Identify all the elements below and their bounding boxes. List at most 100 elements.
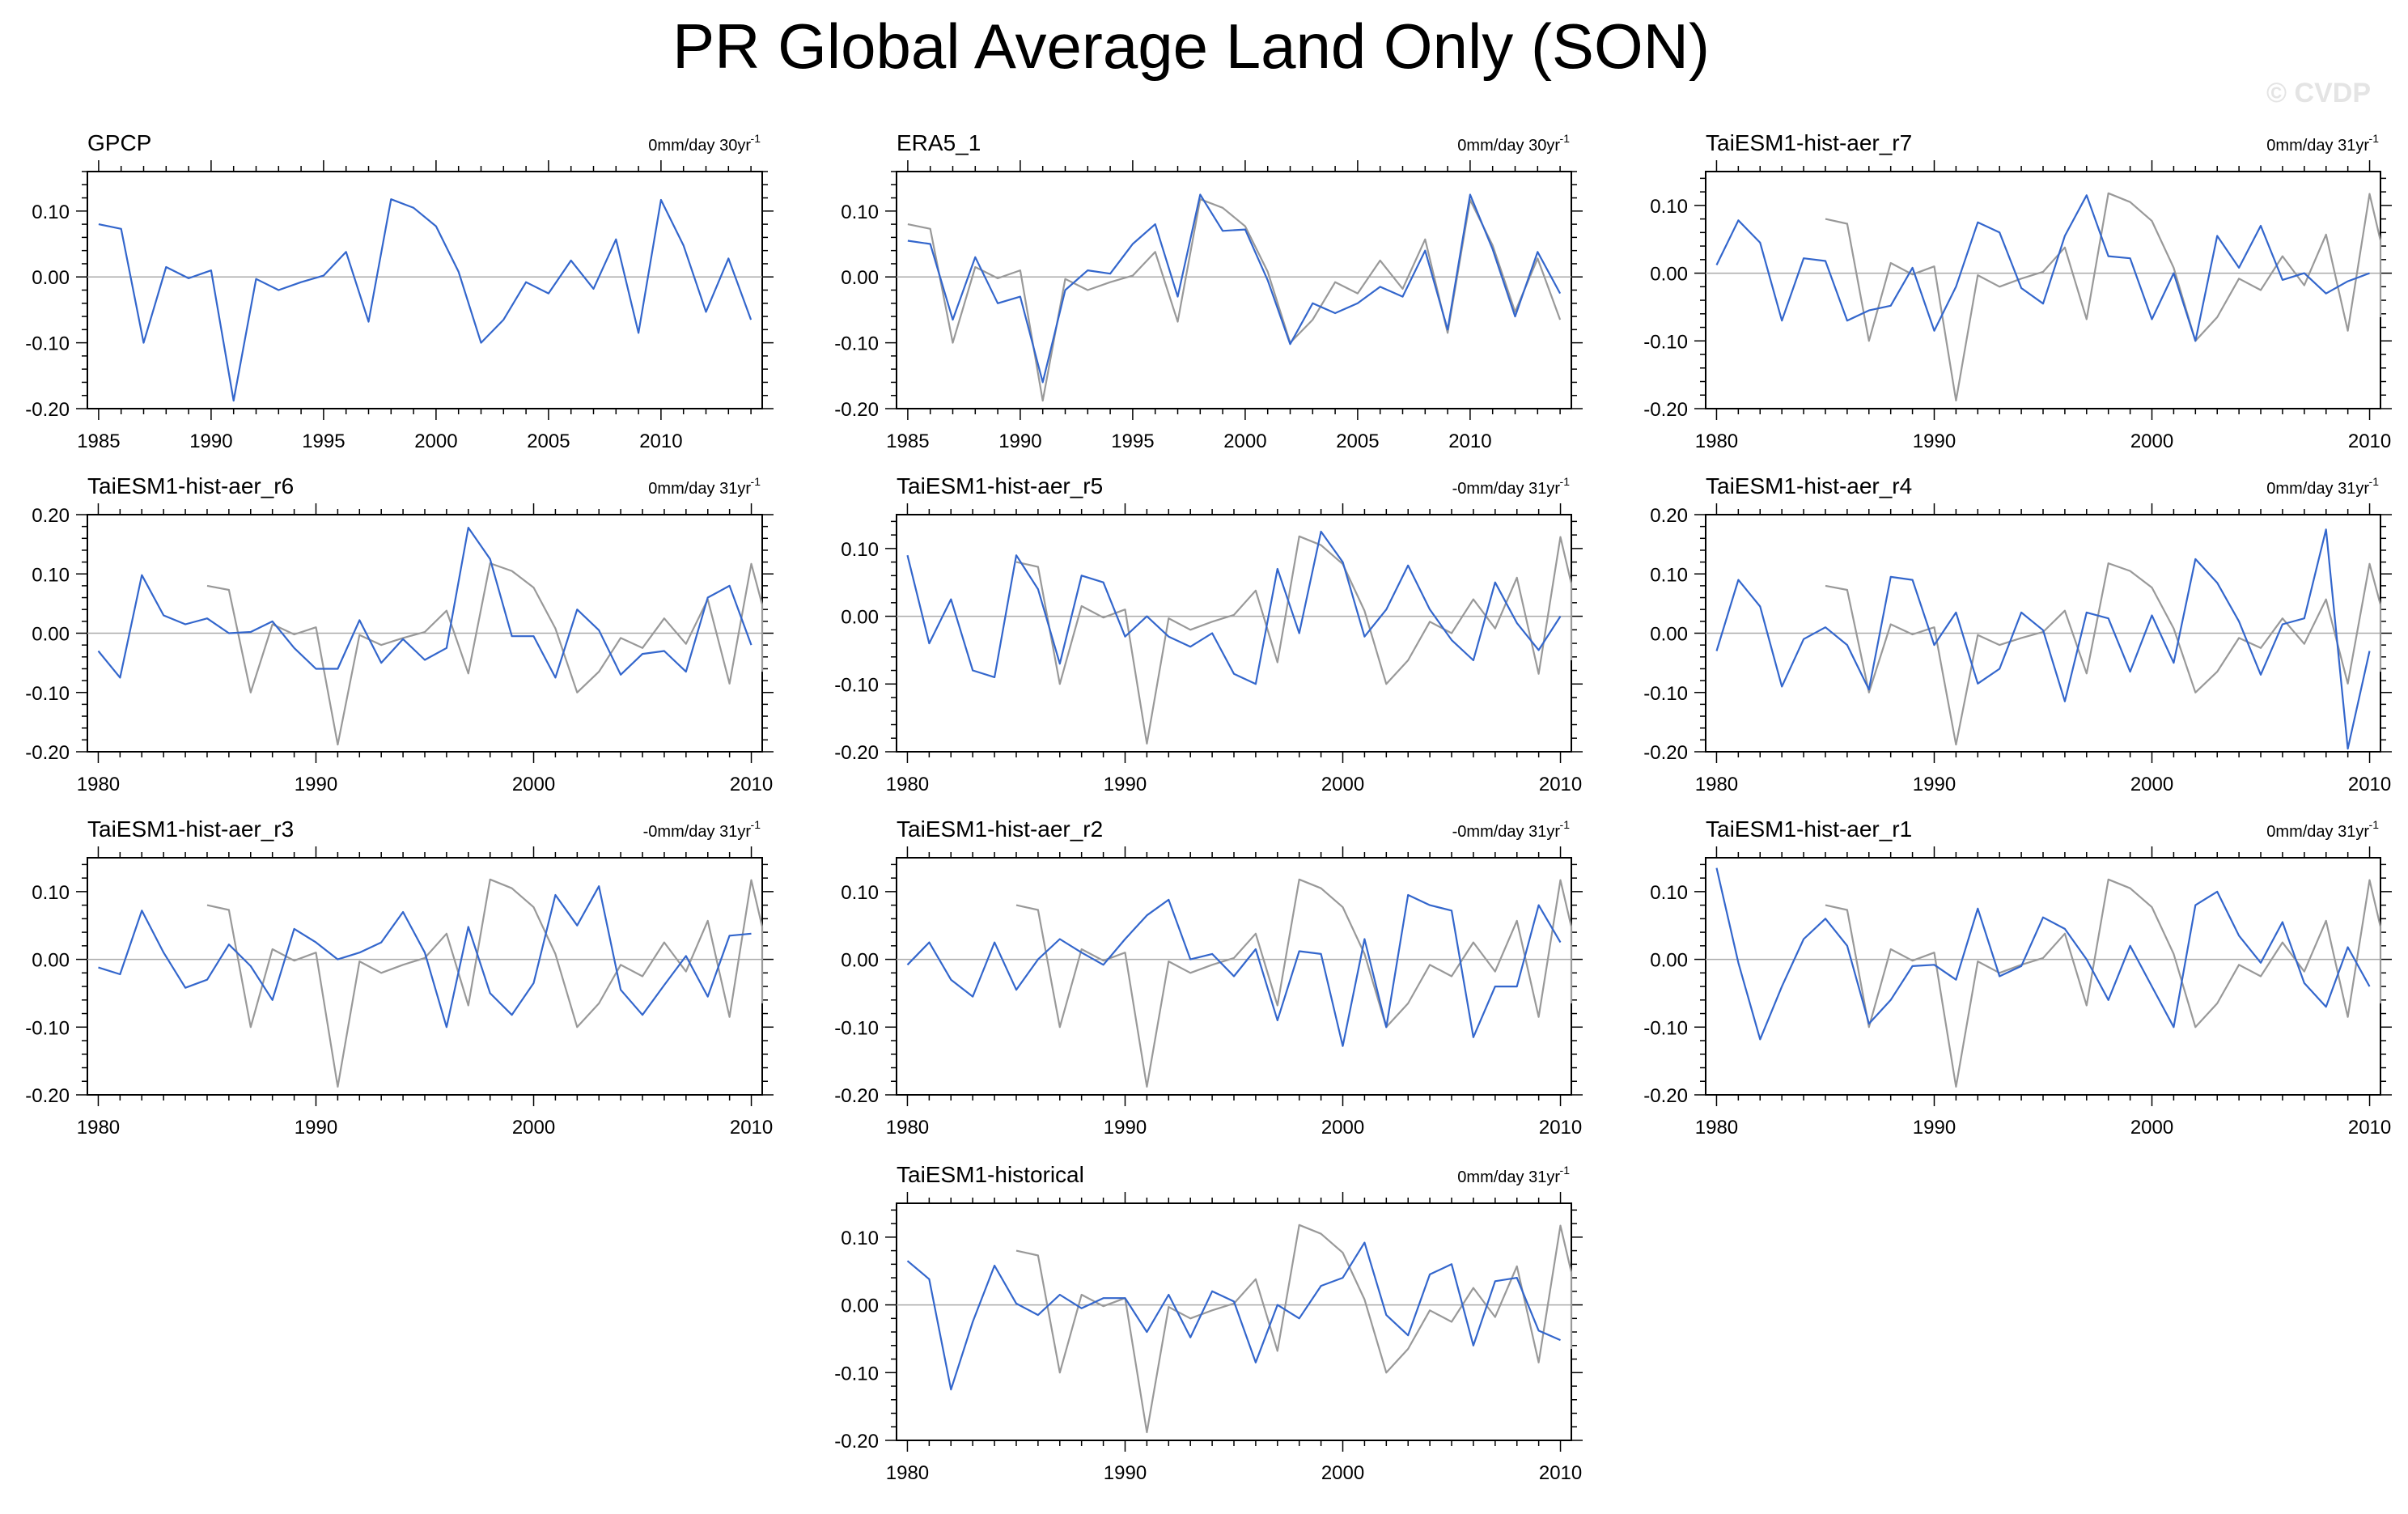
x-tick-label: 2010 bbox=[639, 430, 682, 452]
plot-frame bbox=[1705, 857, 2381, 1096]
obs-series-line bbox=[1015, 535, 1573, 745]
x-tick-label: 1990 bbox=[1913, 774, 1956, 795]
trend-exponent: -1 bbox=[1560, 475, 1571, 488]
plot-frame bbox=[896, 1202, 1572, 1441]
trend-label: -0mm/day 31yr bbox=[1452, 480, 1561, 498]
x-tick-label: 2010 bbox=[1539, 1117, 1582, 1139]
panel-5: TaiESM1-hist-aer_r5 -0mm/day 31yr -1 1980 19… bbox=[834, 473, 1583, 795]
y-tick-label: -0.10 bbox=[25, 683, 70, 705]
obs-series-line bbox=[1825, 192, 2382, 402]
model-series-line bbox=[906, 893, 1562, 1047]
x-tick-label: 2000 bbox=[2130, 774, 2173, 795]
x-tick-label: 2010 bbox=[1539, 1462, 1582, 1484]
model-series-line bbox=[907, 193, 1562, 384]
panel-title: TaiESM1-hist-aer_r2 bbox=[897, 816, 1103, 842]
y-tick-label: -0.20 bbox=[1643, 399, 1688, 421]
trend-label: 0mm/day 31yr bbox=[2266, 823, 2369, 841]
y-tick-label: -0.20 bbox=[25, 399, 70, 421]
panel-title: TaiESM1-hist-aer_r4 bbox=[1706, 473, 1912, 498]
y-tick-label: 0.00 bbox=[32, 950, 70, 972]
panel-1: GPCP 0mm/day 30yr -1 1985 1990 1995 2000 2005 20… bbox=[25, 130, 774, 452]
model-series-line bbox=[97, 526, 752, 679]
y-tick-label: 0.10 bbox=[841, 539, 879, 561]
y-tick-label: -0.10 bbox=[834, 674, 879, 696]
y-tick-label: 0.00 bbox=[1650, 264, 1688, 286]
model-series-line bbox=[906, 530, 1562, 685]
trend-exponent: -1 bbox=[751, 132, 761, 145]
panel-9: TaiESM1-hist-aer_r1 0mm/day 31yr -1 1980 199… bbox=[1643, 816, 2392, 1139]
y-tick-label: 0.20 bbox=[32, 505, 70, 527]
trend-label: -0mm/day 31yr bbox=[643, 823, 752, 841]
panel-2: ERA5_1 0mm/day 30yr -1 1985 1990 1995 2000 2005… bbox=[834, 130, 1583, 452]
plot-frame bbox=[1705, 171, 2381, 409]
x-tick-label: 1990 bbox=[998, 430, 1041, 452]
model-series-line bbox=[1715, 528, 2371, 750]
model-series-line bbox=[98, 885, 752, 1028]
y-tick-label: 0.20 bbox=[1650, 505, 1688, 527]
y-tick-label: 0.00 bbox=[32, 624, 70, 646]
y-tick-label: -0.10 bbox=[25, 333, 70, 355]
y-tick-label: -0.10 bbox=[834, 333, 879, 355]
trend-exponent: -1 bbox=[1560, 818, 1571, 831]
x-tick-label: 1980 bbox=[1695, 774, 1738, 795]
x-tick-label: 1990 bbox=[1104, 1462, 1147, 1484]
plot-frame bbox=[87, 171, 763, 409]
model-series-line bbox=[1715, 867, 2371, 1041]
y-tick-label: -0.10 bbox=[1643, 331, 1688, 353]
panel-3: TaiESM1-hist-aer_r7 0mm/day 31yr -1 1980 199… bbox=[1643, 130, 2392, 452]
x-tick-label: 2000 bbox=[414, 430, 457, 452]
panel-title: TaiESM1-hist-aer_r3 bbox=[87, 816, 294, 842]
x-tick-label: 1990 bbox=[1913, 1117, 1956, 1139]
y-tick-label: -0.10 bbox=[834, 1363, 879, 1385]
y-tick-label: -0.10 bbox=[25, 1017, 70, 1039]
x-tick-label: 2010 bbox=[730, 774, 773, 795]
trend-exponent: -1 bbox=[751, 818, 761, 831]
y-tick-label: 0.10 bbox=[1650, 196, 1688, 218]
obs-series-line bbox=[206, 562, 764, 746]
trend-label: 0mm/day 31yr bbox=[648, 480, 751, 498]
y-tick-label: -0.10 bbox=[1643, 683, 1688, 705]
y-tick-label: -0.20 bbox=[1643, 1085, 1688, 1107]
y-tick-label: 0.00 bbox=[32, 267, 70, 289]
plot-frame bbox=[87, 857, 763, 1096]
x-tick-label: 1980 bbox=[1695, 430, 1738, 452]
trend-exponent: -1 bbox=[751, 475, 761, 488]
x-tick-label: 1990 bbox=[189, 430, 232, 452]
x-tick-label: 1990 bbox=[295, 774, 337, 795]
y-tick-label: -0.10 bbox=[1643, 1017, 1688, 1039]
y-tick-label: 0.10 bbox=[841, 201, 879, 223]
x-tick-label: 2010 bbox=[1539, 774, 1582, 795]
x-tick-label: 2000 bbox=[1321, 1462, 1364, 1484]
y-tick-label: 0.00 bbox=[841, 950, 879, 972]
x-tick-label: 2000 bbox=[512, 1117, 555, 1139]
y-tick-label: 0.10 bbox=[1650, 882, 1688, 904]
x-tick-label: 2005 bbox=[1336, 430, 1379, 452]
panel-title: TaiESM1-hist-aer_r6 bbox=[87, 473, 294, 498]
x-tick-label: 2010 bbox=[2348, 1117, 2391, 1139]
x-tick-label: 1990 bbox=[1104, 1117, 1147, 1139]
obs-series-line bbox=[1015, 1223, 1573, 1434]
x-tick-label: 2000 bbox=[512, 774, 555, 795]
x-tick-label: 2000 bbox=[2130, 1117, 2173, 1139]
y-tick-label: 0.10 bbox=[32, 201, 70, 223]
x-tick-label: 1995 bbox=[1111, 430, 1154, 452]
panel-title: TaiESM1-hist-aer_r7 bbox=[1706, 130, 1912, 155]
panel-title: TaiESM1-hist-aer_r1 bbox=[1706, 816, 1912, 842]
panel-title: GPCP bbox=[87, 130, 151, 155]
model-series-line bbox=[1715, 194, 2370, 342]
x-tick-label: 1990 bbox=[1104, 774, 1147, 795]
y-tick-label: -0.20 bbox=[25, 1085, 70, 1107]
y-tick-label: 0.10 bbox=[32, 564, 70, 586]
model-series-line bbox=[98, 198, 752, 402]
trend-exponent: -1 bbox=[1560, 132, 1571, 145]
obs-series-line bbox=[206, 878, 764, 1088]
x-tick-label: 1985 bbox=[886, 430, 929, 452]
x-tick-label: 1980 bbox=[77, 1117, 120, 1139]
trend-label: 0mm/day 30yr bbox=[648, 137, 751, 155]
trend-exponent: -1 bbox=[2369, 132, 2380, 145]
y-tick-label: -0.20 bbox=[25, 742, 70, 764]
y-tick-label: -0.20 bbox=[834, 1431, 879, 1453]
trend-label: 0mm/day 30yr bbox=[1457, 137, 1560, 155]
